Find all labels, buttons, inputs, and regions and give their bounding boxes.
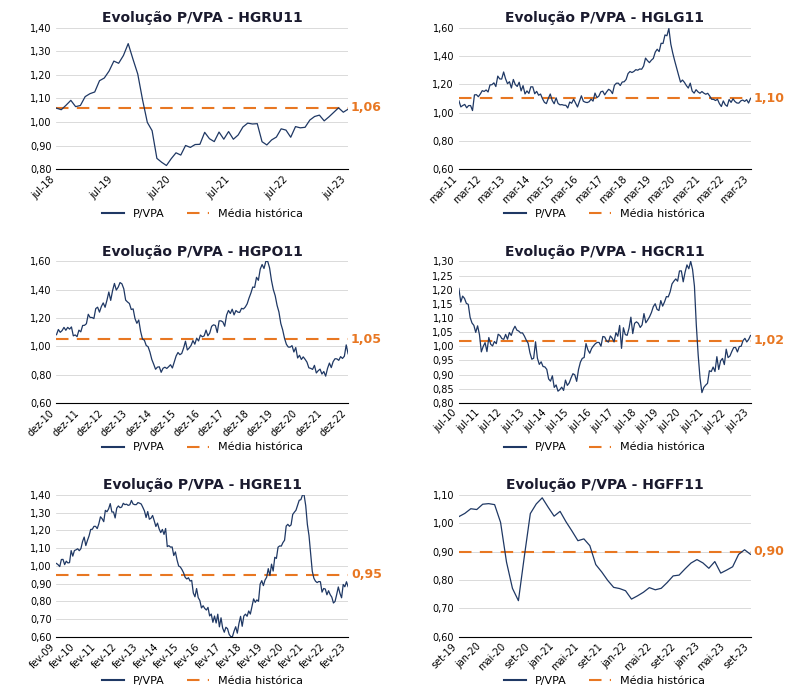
Legend: P/VPA, Média histórica: P/VPA, Média histórica (98, 204, 307, 224)
Legend: P/VPA, Média histórica: P/VPA, Média histórica (500, 438, 709, 457)
Legend: P/VPA, Média histórica: P/VPA, Média histórica (98, 672, 307, 691)
Text: 1,05: 1,05 (351, 333, 382, 346)
Text: 0,95: 0,95 (351, 568, 382, 581)
Title: Evolução P/VPA - HGRE11: Evolução P/VPA - HGRE11 (102, 478, 302, 493)
Legend: P/VPA, Média histórica: P/VPA, Média histórica (500, 204, 709, 224)
Text: 1,06: 1,06 (351, 102, 382, 114)
Legend: P/VPA, Média histórica: P/VPA, Média histórica (500, 672, 709, 691)
Text: 1,10: 1,10 (754, 92, 784, 105)
Title: Evolução P/VPA - HGPO11: Evolução P/VPA - HGPO11 (102, 245, 303, 259)
Title: Evolução P/VPA - HGRU11: Evolução P/VPA - HGRU11 (102, 11, 303, 25)
Title: Evolução P/VPA - HGLG11: Evolução P/VPA - HGLG11 (505, 11, 705, 25)
Text: 1,02: 1,02 (754, 334, 784, 347)
Title: Evolução P/VPA - HGFF11: Evolução P/VPA - HGFF11 (506, 478, 704, 493)
Title: Evolução P/VPA - HGCR11: Evolução P/VPA - HGCR11 (505, 245, 705, 259)
Text: 0,90: 0,90 (754, 545, 784, 558)
Legend: P/VPA, Média histórica: P/VPA, Média histórica (98, 438, 307, 457)
